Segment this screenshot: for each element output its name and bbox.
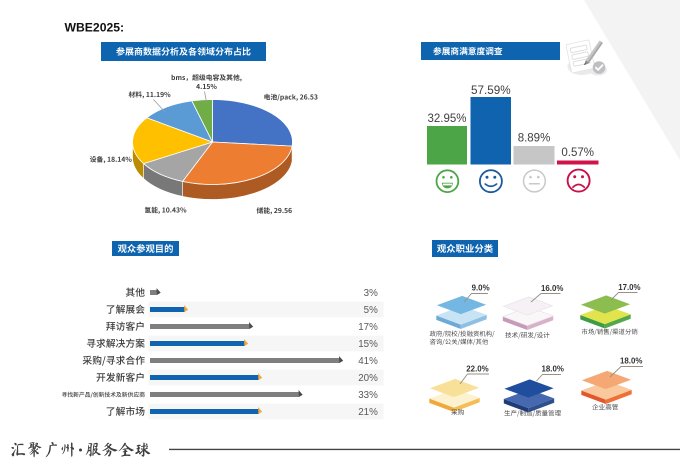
svg-text:0.57%: 0.57% (561, 147, 594, 159)
svg-text:57.59%: 57.59% (471, 84, 511, 97)
svg-text:41%: 41% (358, 356, 378, 367)
svg-text:15%: 15% (358, 339, 378, 350)
svg-text:16.0%: 16.0% (541, 284, 563, 293)
svg-text:33%: 33% (358, 390, 378, 401)
svg-text:20%: 20% (358, 373, 378, 384)
svg-text:8.89%: 8.89% (518, 133, 551, 145)
svg-text:18.0%: 18.0% (620, 356, 642, 365)
svg-text:32.95%: 32.95% (427, 113, 466, 125)
svg-text:17.0%: 17.0% (618, 283, 640, 292)
svg-text:17%: 17% (358, 322, 378, 333)
svg-text:5%: 5% (364, 305, 378, 316)
svg-text:3%: 3% (364, 288, 378, 299)
svg-text:22.0%: 22.0% (466, 364, 488, 373)
svg-text:21%: 21% (358, 407, 378, 418)
svg-text:WBE2025:: WBE2025: (65, 21, 125, 35)
svg-text:9.0%: 9.0% (472, 284, 490, 293)
svg-text:18.0%: 18.0% (542, 365, 564, 374)
